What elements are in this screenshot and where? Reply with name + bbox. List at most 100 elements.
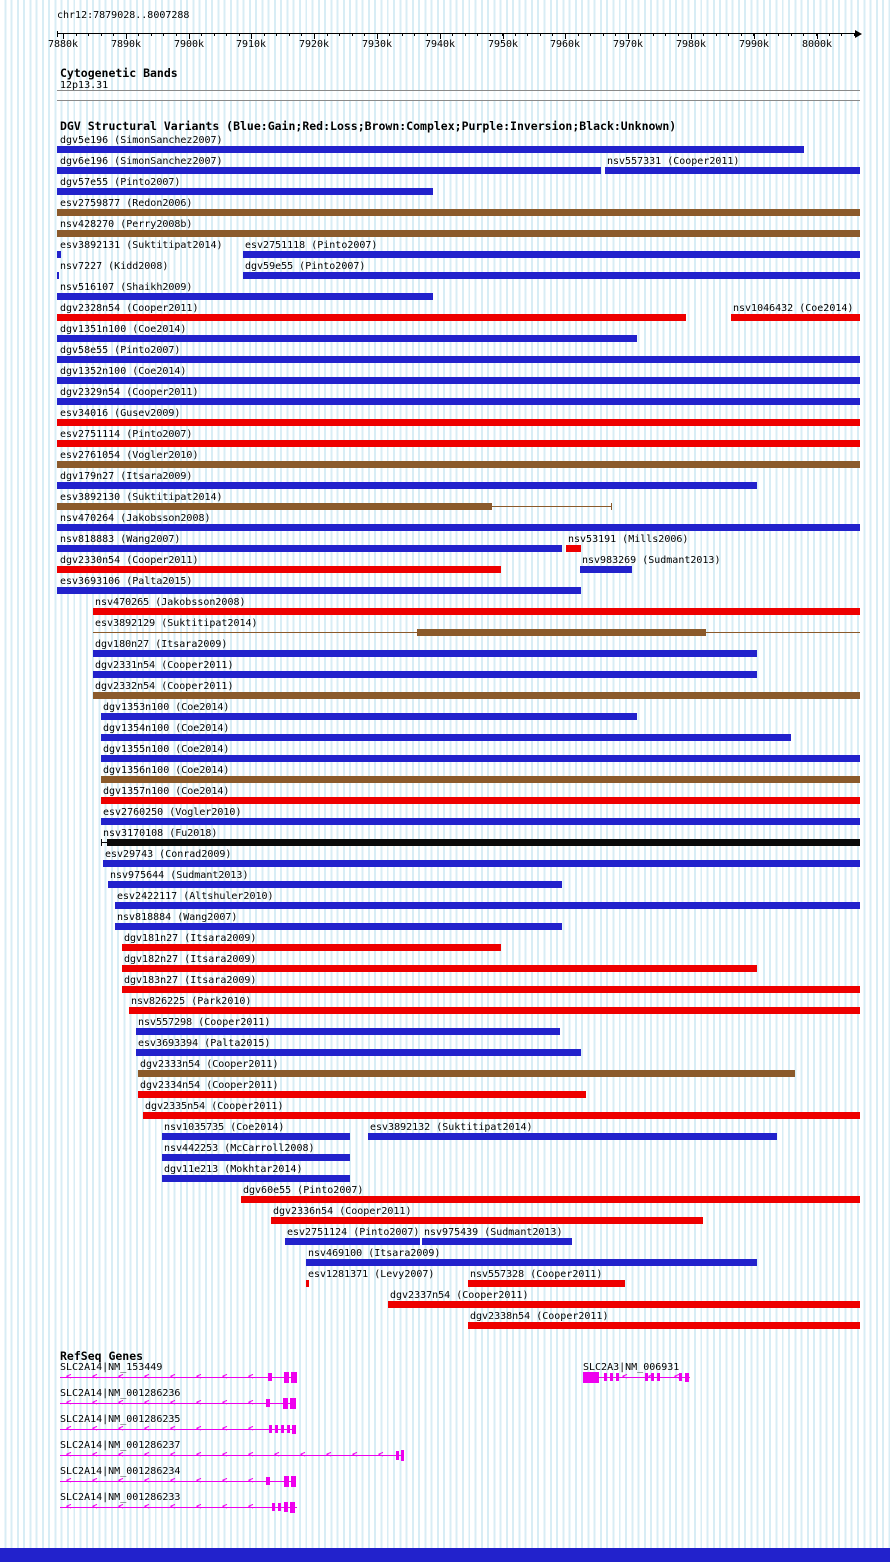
variant-label[interactable]: nsv1046432 (Coe2014)	[733, 303, 854, 314]
variant-label[interactable]: esv2759877 (Redon2006)	[60, 198, 193, 209]
gene-exon[interactable]	[292, 1425, 296, 1434]
variant-label[interactable]: dgv59e55 (Pinto2007)	[245, 261, 366, 272]
gene-intron-line[interactable]	[60, 1429, 296, 1430]
gene-exon[interactable]	[291, 1372, 297, 1383]
variant-bar[interactable]	[101, 776, 860, 783]
variant-bar[interactable]	[122, 944, 501, 951]
variant-bar[interactable]	[468, 1322, 860, 1329]
variant-label[interactable]: nsv442253 (McCarroll2008)	[164, 1143, 315, 1154]
variant-bar[interactable]	[162, 1133, 350, 1140]
variant-label[interactable]: esv3693106 (Palta2015)	[60, 576, 193, 587]
gene-exon[interactable]	[290, 1398, 296, 1409]
variant-label[interactable]: esv2422117 (Altshuler2010)	[117, 891, 274, 902]
variant-bar[interactable]	[122, 965, 757, 972]
variant-bar[interactable]	[57, 524, 860, 531]
variant-bar[interactable]	[57, 314, 686, 321]
variant-label[interactable]: dgv181n27 (Itsara2009)	[124, 933, 257, 944]
variant-bar[interactable]	[605, 167, 860, 174]
variant-bar[interactable]	[101, 818, 860, 825]
variant-label[interactable]: dgv179n27 (Itsara2009)	[60, 471, 193, 482]
variant-bar[interactable]	[103, 860, 860, 867]
gene-intron-line[interactable]	[60, 1455, 404, 1456]
gene-exon[interactable]	[278, 1503, 281, 1511]
gene-intron-line[interactable]	[60, 1481, 296, 1482]
variant-bar[interactable]	[57, 419, 860, 426]
variant-label[interactable]: esv34016 (Gusev2009)	[60, 408, 181, 419]
variant-bar[interactable]	[57, 272, 59, 279]
gene-label[interactable]: SLC2A14|NM_001286236	[60, 1388, 181, 1399]
variant-bar[interactable]	[57, 377, 860, 384]
gene-intron-line[interactable]	[60, 1507, 297, 1508]
variant-bar[interactable]	[243, 251, 860, 258]
variant-label[interactable]: dgv1353n100 (Coe2014)	[103, 702, 230, 713]
variant-label[interactable]: dgv183n27 (Itsara2009)	[124, 975, 257, 986]
variant-bar[interactable]	[57, 188, 433, 195]
variant-label[interactable]: esv29743 (Conrad2009)	[105, 849, 232, 860]
variant-bar[interactable]	[93, 671, 757, 678]
variant-bar[interactable]	[241, 1196, 860, 1203]
gene-exon[interactable]	[284, 1372, 289, 1383]
gene-exon[interactable]	[616, 1373, 619, 1381]
variant-label[interactable]: dgv2330n54 (Cooper2011)	[60, 555, 199, 566]
variant-bar[interactable]	[101, 755, 860, 762]
variant-bar[interactable]	[162, 1175, 350, 1182]
variant-label[interactable]: dgv2332n54 (Cooper2011)	[95, 681, 234, 692]
variant-bar[interactable]	[57, 335, 637, 342]
variant-label[interactable]: nsv975644 (Sudmant2013)	[110, 870, 249, 881]
variant-label[interactable]: esv3892129 (Suktitipat2014)	[95, 618, 258, 629]
variant-label[interactable]: nsv557298 (Cooper2011)	[138, 1017, 271, 1028]
variant-bar[interactable]	[136, 1028, 560, 1035]
variant-label[interactable]: nsv983269 (Sudmant2013)	[582, 555, 721, 566]
gene-exon[interactable]	[645, 1373, 648, 1381]
variant-label[interactable]: nsv470264 (Jakobsson2008)	[60, 513, 211, 524]
variant-bar[interactable]	[580, 566, 632, 573]
gene-exon[interactable]	[281, 1425, 284, 1433]
variant-bar[interactable]	[93, 650, 757, 657]
variant-label[interactable]: nsv470265 (Jakobsson2008)	[95, 597, 246, 608]
variant-label[interactable]: dgv58e55 (Pinto2007)	[60, 345, 181, 356]
variant-label[interactable]: dgv1355n100 (Coe2014)	[103, 744, 230, 755]
gene-exon[interactable]	[284, 1476, 289, 1487]
variant-label[interactable]: dgv60e55 (Pinto2007)	[243, 1185, 364, 1196]
variant-bar[interactable]	[122, 986, 860, 993]
variant-bar[interactable]	[101, 734, 791, 741]
variant-bar[interactable]	[57, 545, 562, 552]
variant-label[interactable]: nsv516107 (Shaikh2009)	[60, 282, 193, 293]
gene-intron-line[interactable]	[60, 1403, 296, 1404]
variant-bar[interactable]	[115, 923, 562, 930]
variant-bar[interactable]	[57, 230, 860, 237]
gene-intron-line[interactable]	[583, 1377, 690, 1378]
variant-label[interactable]: nsv975439 (Sudmant2013)	[424, 1227, 563, 1238]
variant-bar[interactable]	[107, 839, 860, 846]
variant-label[interactable]: dgv2329n54 (Cooper2011)	[60, 387, 199, 398]
variant-label[interactable]: esv3892131 (Suktitipat2014)	[60, 240, 223, 251]
gene-label[interactable]: SLC2A14|NM_001286237	[60, 1440, 181, 1451]
variant-bar[interactable]	[731, 314, 860, 321]
gene-exon[interactable]	[685, 1373, 689, 1382]
variant-bar[interactable]	[57, 167, 601, 174]
variant-label[interactable]: dgv2335n54 (Cooper2011)	[145, 1101, 284, 1112]
variant-label[interactable]: dgv2333n54 (Cooper2011)	[140, 1059, 279, 1070]
variant-bar[interactable]	[57, 461, 860, 468]
variant-label[interactable]: dgv6e196 (SimonSanchez2007)	[60, 156, 223, 167]
variant-label[interactable]: dgv1354n100 (Coe2014)	[103, 723, 230, 734]
variant-bar[interactable]	[93, 608, 860, 615]
variant-bar[interactable]	[57, 440, 860, 447]
cytoband-bar[interactable]	[57, 90, 860, 101]
variant-label[interactable]: nsv469100 (Itsara2009)	[308, 1248, 441, 1259]
gene-exon[interactable]	[610, 1373, 613, 1381]
variant-bar[interactable]	[566, 545, 581, 552]
gene-exon[interactable]	[266, 1477, 270, 1485]
variant-label[interactable]: nsv826225 (Park2010)	[131, 996, 252, 1007]
variant-bar[interactable]	[57, 293, 433, 300]
variant-label[interactable]: dgv1357n100 (Coe2014)	[103, 786, 230, 797]
variant-bar[interactable]	[162, 1154, 350, 1161]
gene-exon[interactable]	[284, 1502, 288, 1512]
variant-bar[interactable]	[57, 587, 581, 594]
variant-label[interactable]: dgv1351n100 (Coe2014)	[60, 324, 187, 335]
variant-bar[interactable]	[57, 146, 804, 153]
variant-bar[interactable]	[417, 629, 706, 636]
variant-bar[interactable]	[57, 566, 501, 573]
variant-label[interactable]: nsv53191 (Mills2006)	[568, 534, 689, 545]
gene-exon[interactable]	[283, 1398, 288, 1409]
